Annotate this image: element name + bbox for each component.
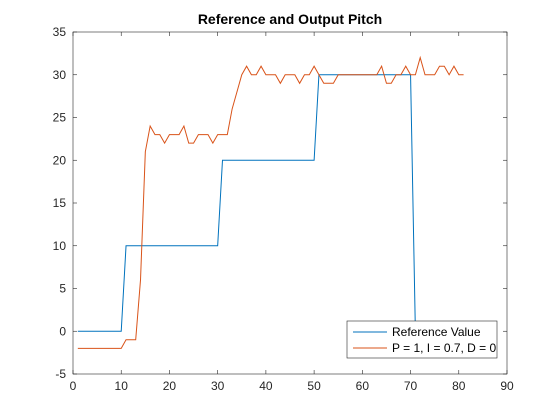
y-tick-label-2: 5 [59,282,66,296]
x-tick-label-6: 60 [356,379,370,393]
x-tick-label-5: 50 [307,379,321,393]
y-tick-label-1: 0 [59,324,66,338]
y-tick-label-7: 30 [53,68,67,82]
legend: Reference Value P = 1, I = 0.7, D = 0 [346,320,498,359]
x-tick-label-1: 10 [115,379,129,393]
x-tick-label-4: 40 [259,379,273,393]
legend-label-0: Reference Value [392,325,481,339]
y-tick-label-0: -5 [55,367,66,381]
y-tick-label-5: 20 [53,153,67,167]
x-tick-label-7: 70 [404,379,418,393]
ticks-layer: 0 10 20 30 40 50 60 70 80 90 -5 0 5 10 15 20 25 30 35 [53,25,514,393]
legend-label-1: P = 1, I = 0.7, D = 0 [392,341,497,355]
x-tick-label-0: 0 [70,379,77,393]
chart-title: Reference and Output Pitch [198,11,382,27]
series-line-0 [77,74,416,332]
x-tick-label-8: 80 [452,379,466,393]
x-tick-label-2: 20 [163,379,177,393]
y-tick-label-6: 25 [53,111,67,125]
x-tick-label-3: 30 [211,379,225,393]
series-layer [77,55,464,349]
y-tick-label-3: 10 [53,239,67,253]
plot-area [73,32,507,374]
y-tick-label-8: 35 [53,25,67,39]
x-tick-label-9: 90 [500,379,514,393]
legend-box [346,320,498,359]
y-tick-label-4: 15 [53,196,67,210]
series-line-1 [77,55,464,349]
